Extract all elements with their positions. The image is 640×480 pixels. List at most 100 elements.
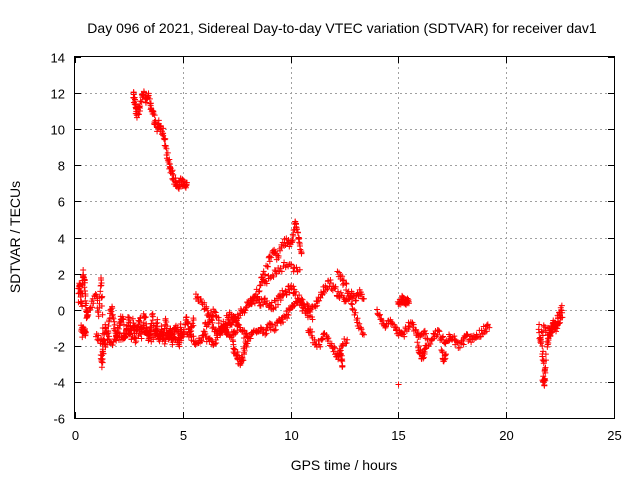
data-point bbox=[138, 335, 145, 342]
data-point bbox=[277, 265, 284, 272]
data-point bbox=[85, 311, 92, 318]
data-point bbox=[331, 344, 338, 351]
data-point bbox=[235, 352, 242, 359]
data-point bbox=[374, 306, 381, 313]
data-point bbox=[169, 341, 176, 348]
data-point bbox=[343, 339, 350, 346]
data-point bbox=[89, 304, 96, 311]
data-point bbox=[540, 360, 547, 367]
data-point bbox=[261, 271, 268, 278]
data-point bbox=[82, 302, 89, 309]
data-point bbox=[415, 342, 422, 349]
data-point bbox=[288, 261, 295, 268]
data-point bbox=[177, 335, 184, 342]
data-point bbox=[126, 317, 133, 324]
data-point bbox=[198, 337, 205, 344]
data-point bbox=[243, 330, 250, 337]
data-point bbox=[223, 320, 230, 327]
data-point bbox=[263, 330, 270, 337]
data-point bbox=[331, 345, 338, 352]
data-point bbox=[289, 237, 296, 244]
data-point bbox=[81, 279, 88, 286]
data-point bbox=[115, 325, 122, 332]
data-point bbox=[142, 314, 149, 321]
data-point bbox=[439, 349, 446, 356]
data-point bbox=[133, 114, 140, 121]
data-point bbox=[540, 379, 547, 386]
data-point bbox=[234, 327, 241, 334]
data-point bbox=[427, 340, 434, 347]
data-point bbox=[136, 317, 143, 324]
data-point bbox=[113, 337, 120, 344]
data-point bbox=[283, 308, 290, 315]
data-point bbox=[327, 276, 334, 283]
data-point bbox=[413, 326, 420, 333]
data-point bbox=[190, 317, 197, 324]
data-point bbox=[339, 273, 346, 280]
data-point bbox=[442, 352, 449, 359]
data-point bbox=[423, 342, 430, 349]
data-point bbox=[163, 145, 170, 152]
data-point bbox=[421, 349, 428, 356]
data-point bbox=[132, 322, 139, 329]
y-tick-label: 0 bbox=[58, 304, 65, 319]
data-point bbox=[287, 284, 294, 291]
data-point bbox=[275, 301, 282, 308]
data-point bbox=[281, 242, 288, 249]
data-point bbox=[277, 247, 284, 254]
data-point bbox=[124, 314, 131, 321]
data-point bbox=[155, 117, 162, 124]
data-point bbox=[122, 334, 129, 341]
data-point bbox=[230, 341, 237, 348]
data-point bbox=[271, 327, 278, 334]
data-point bbox=[537, 336, 544, 343]
data-point bbox=[376, 312, 383, 319]
data-point bbox=[438, 347, 445, 354]
data-point bbox=[109, 342, 116, 349]
data-point bbox=[267, 320, 274, 327]
data-point bbox=[356, 320, 363, 327]
data-point bbox=[99, 311, 106, 318]
chart-title: Day 096 of 2021, Sidereal Day-to-day VTE… bbox=[87, 20, 597, 36]
data-point bbox=[292, 288, 299, 295]
data-point bbox=[90, 300, 97, 307]
data-point bbox=[185, 326, 192, 333]
data-point bbox=[414, 329, 421, 336]
data-point bbox=[190, 322, 197, 329]
data-point bbox=[296, 240, 303, 247]
y-axis-label: SDTVAR / TECUs bbox=[7, 181, 23, 293]
data-point bbox=[257, 282, 264, 289]
data-point bbox=[197, 296, 204, 303]
plot-frame bbox=[74, 56, 615, 419]
data-point bbox=[81, 284, 88, 291]
data-point bbox=[294, 229, 301, 236]
y-tick-label: -2 bbox=[53, 340, 65, 355]
data-point bbox=[102, 324, 109, 331]
data-point bbox=[169, 329, 176, 336]
data-point bbox=[94, 308, 101, 315]
data-point bbox=[348, 300, 355, 307]
data-point bbox=[165, 157, 172, 164]
data-point bbox=[382, 323, 389, 330]
data-point bbox=[274, 252, 281, 259]
data-point bbox=[271, 267, 278, 274]
data-point bbox=[166, 161, 173, 168]
data-point bbox=[307, 308, 314, 315]
data-point bbox=[99, 293, 106, 300]
x-tick-label: 5 bbox=[180, 428, 187, 443]
y-tick-label: 14 bbox=[51, 51, 65, 66]
data-point bbox=[81, 325, 88, 332]
data-point bbox=[343, 287, 350, 294]
data-point bbox=[99, 356, 106, 363]
y-tick-label: 2 bbox=[58, 268, 65, 283]
data-point bbox=[109, 314, 116, 321]
data-point bbox=[82, 329, 89, 336]
data-point bbox=[108, 308, 115, 315]
data-point bbox=[346, 292, 353, 299]
data-point bbox=[264, 298, 271, 305]
data-point bbox=[137, 331, 144, 338]
data-point bbox=[289, 231, 296, 238]
data-point bbox=[272, 297, 279, 304]
data-point bbox=[267, 275, 274, 282]
data-point bbox=[92, 291, 99, 298]
